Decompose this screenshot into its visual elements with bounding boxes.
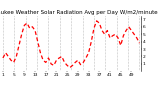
Title: Milwaukee Weather Solar Radiation Avg per Day W/m2/minute: Milwaukee Weather Solar Radiation Avg pe… <box>0 10 157 15</box>
